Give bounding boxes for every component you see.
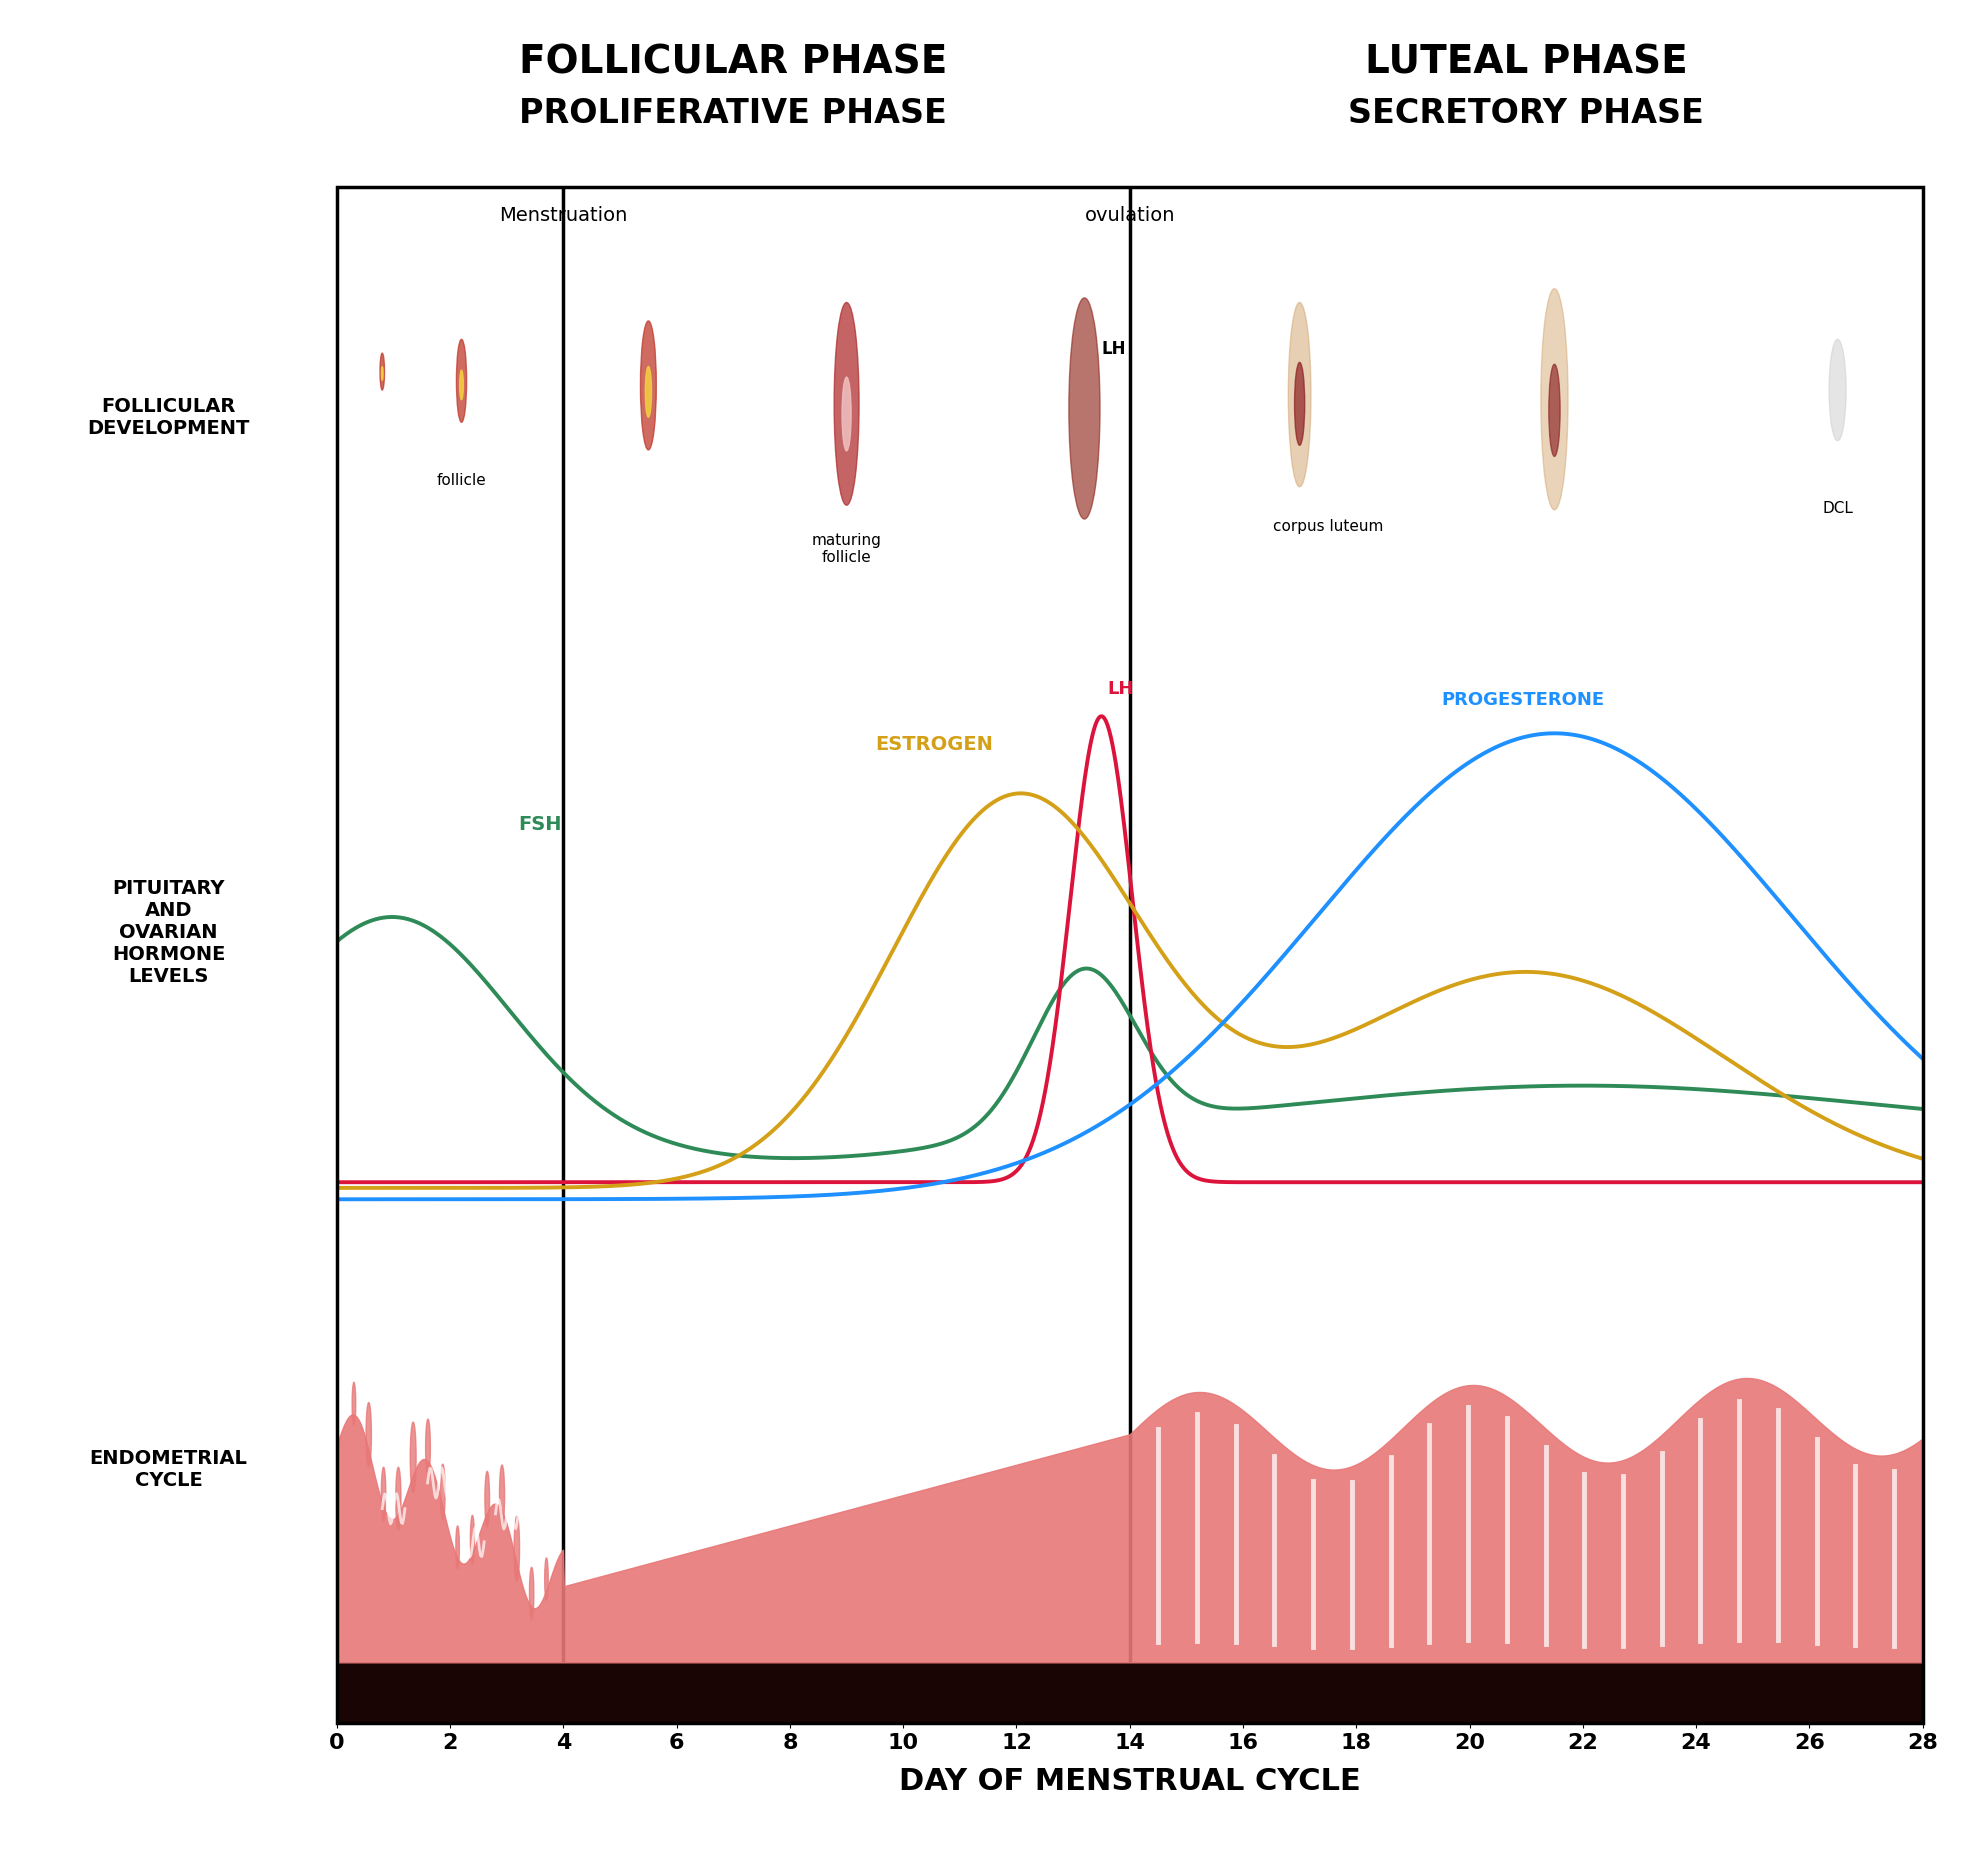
Text: LUTEAL PHASE: LUTEAL PHASE (1366, 43, 1687, 81)
Circle shape (1540, 288, 1568, 509)
Circle shape (1548, 363, 1560, 457)
Ellipse shape (440, 1465, 446, 1521)
X-axis label: DAY OF MENSTRUAL CYCLE: DAY OF MENSTRUAL CYCLE (900, 1766, 1360, 1796)
Text: maturing
follicle: maturing follicle (813, 534, 882, 566)
Text: ovulation: ovulation (1084, 206, 1175, 225)
Circle shape (1294, 361, 1304, 446)
Ellipse shape (456, 1526, 460, 1570)
Text: Menstruation: Menstruation (499, 206, 628, 225)
Circle shape (834, 302, 858, 506)
Circle shape (381, 354, 385, 390)
Circle shape (460, 371, 464, 399)
Ellipse shape (367, 1403, 371, 1467)
Text: LH: LH (1108, 680, 1134, 697)
Text: PROGESTERONE: PROGESTERONE (1441, 691, 1603, 708)
Circle shape (1288, 302, 1310, 487)
Ellipse shape (1068, 298, 1100, 519)
Text: ESTROGEN: ESTROGEN (874, 736, 993, 755)
Ellipse shape (396, 1467, 400, 1530)
Circle shape (640, 320, 656, 450)
Ellipse shape (499, 1465, 505, 1526)
Ellipse shape (381, 1467, 386, 1521)
Ellipse shape (529, 1568, 533, 1620)
Text: PROLIFERATIVE PHASE: PROLIFERATIVE PHASE (519, 97, 947, 131)
Ellipse shape (470, 1515, 474, 1564)
Ellipse shape (513, 1515, 519, 1581)
Text: PITUITARY
AND
OVARIAN
HORMONE
LEVELS: PITUITARY AND OVARIAN HORMONE LEVELS (111, 878, 226, 985)
Circle shape (456, 339, 466, 421)
Text: corpus luteum: corpus luteum (1272, 519, 1383, 534)
Text: SECRETORY PHASE: SECRETORY PHASE (1348, 97, 1705, 131)
Text: DCL: DCL (1821, 500, 1853, 515)
Ellipse shape (486, 1472, 490, 1526)
Ellipse shape (545, 1558, 549, 1601)
Text: follicle: follicle (436, 474, 486, 489)
Text: FOLLICULAR
DEVELOPMENT: FOLLICULAR DEVELOPMENT (87, 397, 250, 438)
Ellipse shape (410, 1422, 416, 1493)
Text: LH: LH (1102, 339, 1126, 358)
Ellipse shape (353, 1382, 355, 1425)
Text: ENDOMETRIAL
CYCLE: ENDOMETRIAL CYCLE (89, 1450, 248, 1491)
Circle shape (646, 367, 652, 418)
Text: FOLLICULAR PHASE: FOLLICULAR PHASE (519, 43, 947, 81)
Circle shape (842, 376, 850, 451)
Ellipse shape (426, 1420, 430, 1476)
Ellipse shape (1829, 339, 1845, 440)
Text: FSH: FSH (517, 815, 561, 833)
